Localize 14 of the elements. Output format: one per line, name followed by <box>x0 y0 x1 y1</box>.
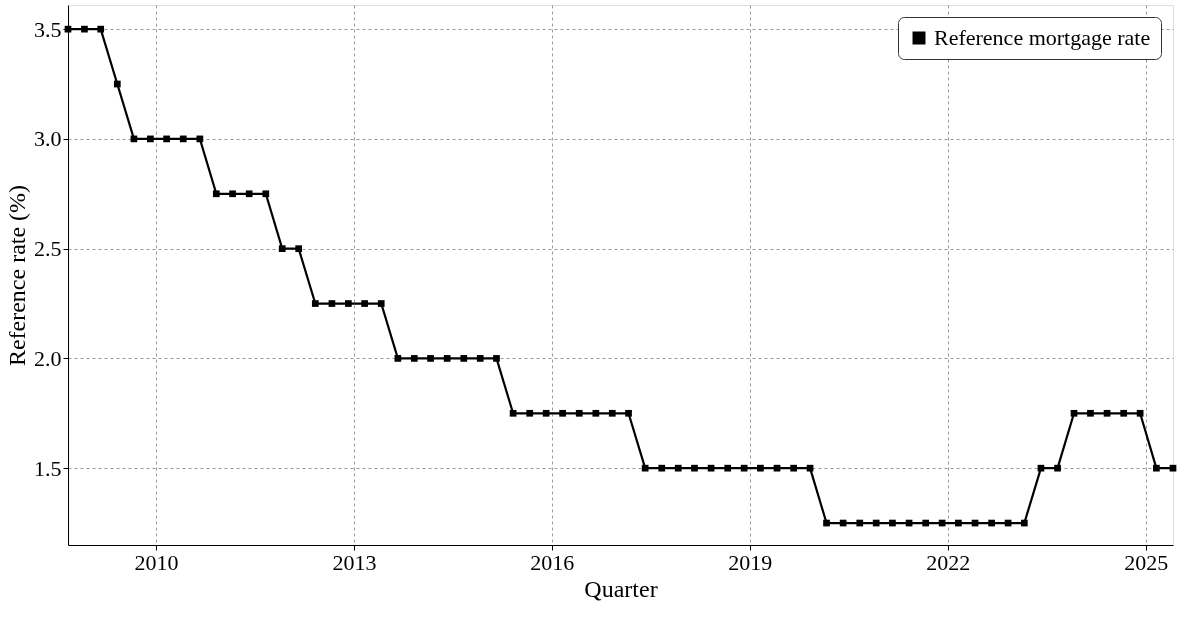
x-tick-label: 2019 <box>728 549 773 575</box>
y-axis-title: Reference rate (%) <box>4 184 30 367</box>
x-tick-label: 2010 <box>134 549 179 575</box>
legend-label: Reference mortgage rate <box>934 25 1151 50</box>
y-tick-label: 3.5 <box>34 16 62 42</box>
y-tick-label: 2.5 <box>34 236 62 262</box>
x-tick-label: 2013 <box>332 549 377 575</box>
y-tick-label: 3.0 <box>34 126 62 152</box>
y-tick-label: 1.5 <box>34 455 62 481</box>
y-tick-label: 2.0 <box>34 345 62 371</box>
x-tick-label: 2016 <box>530 549 575 575</box>
x-axis-title: Quarter <box>584 575 658 602</box>
x-tick-label: 2022 <box>926 549 971 575</box>
x-tick-label: 2025 <box>1124 549 1169 575</box>
